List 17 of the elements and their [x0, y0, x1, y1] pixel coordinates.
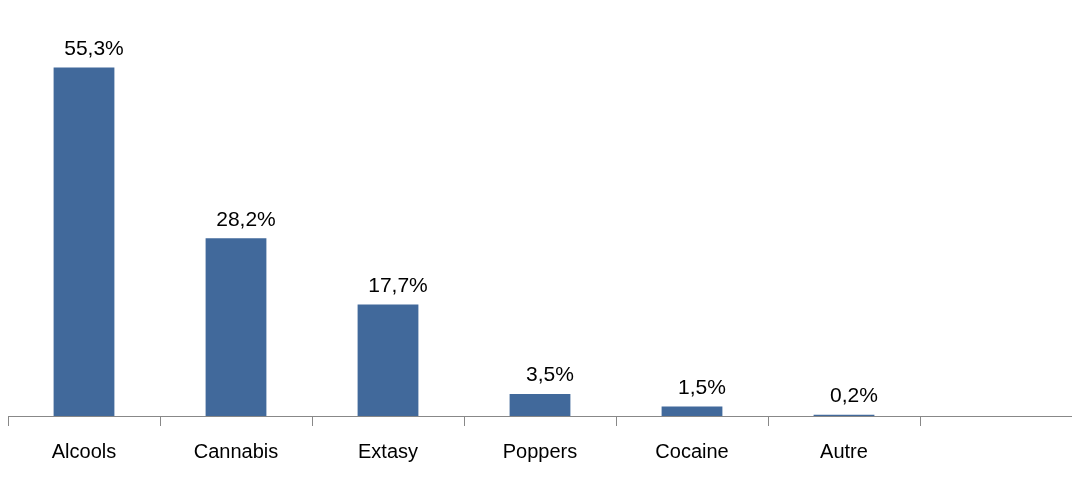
x-tick-label: Cannabis	[193, 439, 279, 462]
bar	[357, 304, 419, 416]
bar	[509, 393, 571, 416]
x-tick-label: Poppers	[502, 439, 578, 462]
data-label: 17,7%	[368, 272, 428, 296]
data-label: 55,3%	[64, 35, 124, 59]
data-label: 28,2%	[216, 206, 276, 230]
x-tick-label: Cocaine	[655, 439, 729, 462]
data-label: 1,5%	[678, 374, 726, 398]
data-label: 3,5%	[526, 362, 574, 386]
x-tick-label: Autre	[820, 439, 868, 462]
bar	[205, 238, 267, 416]
x-tick-label: Alcools	[51, 439, 117, 462]
x-tick-label: Extasy	[357, 439, 419, 462]
bar	[661, 406, 723, 416]
bar	[53, 67, 115, 416]
data-label: 0,2%	[830, 383, 878, 407]
